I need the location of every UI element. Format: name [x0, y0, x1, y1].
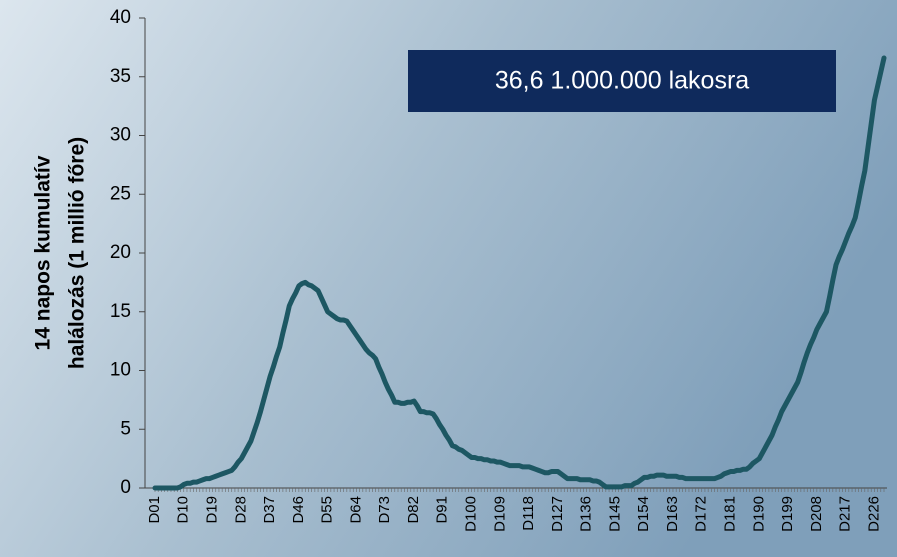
- x-tick-label: D19: [204, 496, 221, 524]
- x-tick-label: D181: [721, 496, 738, 532]
- y-tick-label: 40: [110, 7, 131, 28]
- y-tick-label: 20: [110, 242, 131, 263]
- y-tick-label: 0: [120, 477, 131, 498]
- x-tick-label: D109: [491, 496, 508, 532]
- x-tick-label: D118: [520, 496, 537, 531]
- x-tick-label: D190: [750, 496, 767, 532]
- x-tick-label: D82: [405, 496, 422, 524]
- x-tick-label: D145: [606, 496, 623, 532]
- x-tick-label: D01: [146, 496, 163, 524]
- x-tick-label: D28: [232, 496, 249, 524]
- x-tick-label: D226: [865, 496, 882, 532]
- x-tick-label: D91: [434, 496, 451, 524]
- x-tick-label: D136: [578, 496, 595, 532]
- x-tick-label: D73: [376, 496, 393, 524]
- x-tick-label: D154: [635, 496, 652, 532]
- y-tick-label: 30: [110, 125, 131, 146]
- y-tick-label: 5: [120, 418, 131, 439]
- x-tick-label: D208: [808, 496, 825, 532]
- x-tick-label: D55: [319, 496, 336, 524]
- x-tick-label: D217: [837, 496, 854, 532]
- x-tick-label: D172: [693, 496, 710, 532]
- x-tick-label: D46: [290, 496, 307, 524]
- annotation-box: [408, 50, 836, 112]
- x-tick-label: D64: [347, 496, 364, 524]
- x-tick-label: D37: [261, 496, 278, 524]
- y-axis-label: halálozás (1 millió főre): [66, 137, 89, 369]
- y-tick-label: 10: [110, 360, 131, 381]
- x-tick-label: D127: [549, 496, 566, 532]
- x-tick-label: D163: [664, 496, 681, 532]
- y-tick-label: 35: [110, 66, 131, 87]
- x-tick-label: D199: [779, 496, 796, 532]
- x-tick-label: D100: [463, 496, 480, 532]
- y-tick-label: 25: [110, 183, 131, 204]
- x-tick-label: D10: [175, 496, 192, 524]
- y-axis-label: 14 napos kumulatív: [32, 155, 55, 350]
- annotation: 36,6 1.000.000 lakosra: [495, 67, 749, 95]
- y-tick-label: 15: [110, 301, 131, 322]
- data-line: [152, 55, 887, 491]
